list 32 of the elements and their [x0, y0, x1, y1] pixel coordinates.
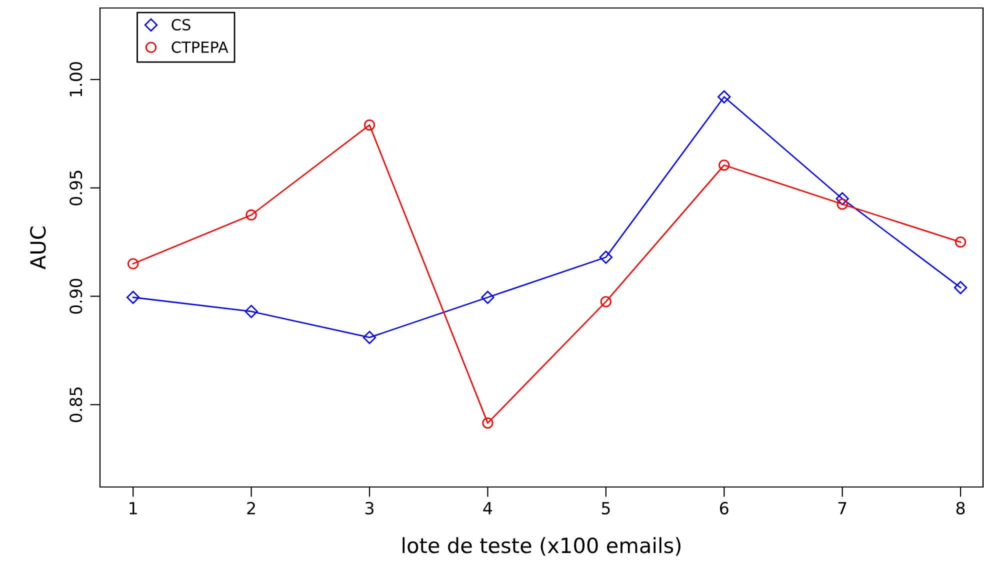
point	[836, 198, 848, 210]
x-tick-label: 1	[130, 502, 137, 514]
point	[599, 250, 613, 264]
point	[362, 330, 376, 344]
point	[718, 90, 731, 104]
point	[954, 236, 966, 248]
y-tick-label: 1.00	[70, 62, 82, 96]
x-tick-label: 2	[247, 502, 255, 514]
x-tick-label: 7	[838, 502, 846, 514]
point	[364, 119, 376, 131]
point	[246, 209, 257, 221]
point	[482, 418, 494, 429]
point	[600, 296, 612, 308]
x-tick-label: 8	[956, 502, 965, 514]
x-tick-label: 3	[365, 502, 374, 514]
point	[128, 258, 139, 270]
y-tick-label: 0.85	[70, 388, 82, 422]
legend-label: CTPEPA	[172, 41, 228, 53]
y-tick-label: 0.90	[70, 278, 82, 314]
x-tick-label: 6	[720, 502, 728, 514]
point	[244, 304, 258, 318]
y-axis-title: AUC	[30, 226, 46, 270]
point	[718, 160, 730, 171]
y-tick-label: 0.95	[70, 170, 82, 206]
point	[954, 281, 968, 294]
point	[481, 290, 494, 304]
point	[126, 290, 140, 304]
x-tick-label: 5	[602, 502, 610, 514]
x-tick-label: 4	[483, 502, 492, 514]
x-axis-title: lote de teste (x100 emails)	[402, 537, 680, 556]
point	[836, 192, 849, 206]
legend-label: CS	[172, 18, 190, 31]
